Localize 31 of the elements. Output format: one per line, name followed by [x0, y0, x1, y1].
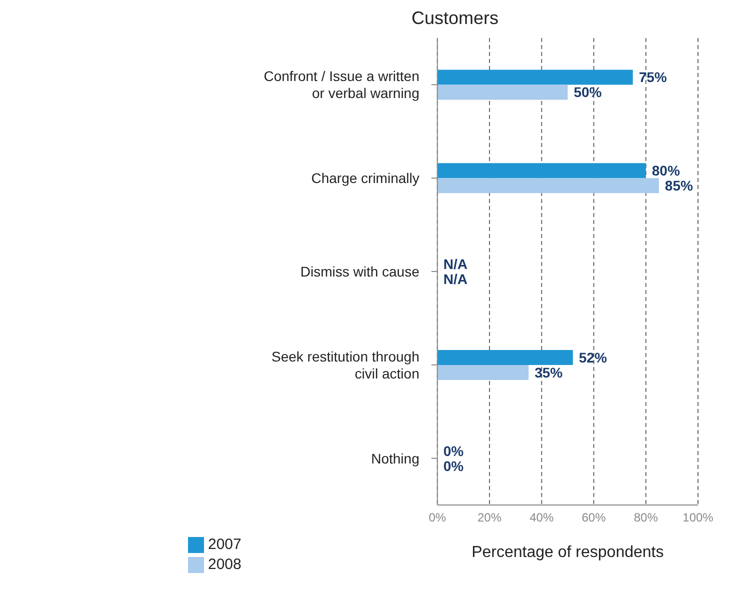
data-label: 35% — [534, 364, 564, 380]
bar — [437, 163, 646, 178]
x-tick-label: 80% — [634, 510, 658, 525]
data-label: 50% — [574, 84, 602, 100]
data-label: 80% — [652, 162, 680, 179]
text: N/A — [443, 256, 468, 272]
y-tick-label: Dismiss with cause — [300, 264, 420, 280]
bar — [437, 178, 659, 194]
text: N/A — [443, 270, 468, 287]
data-label: 0% — [443, 458, 464, 474]
data-label: 0% — [443, 442, 464, 459]
y-tick-label: Nothing — [371, 450, 420, 466]
data-label: 75% — [638, 69, 668, 86]
data-label: 85% — [664, 178, 694, 194]
y-tick-label: Confront / Issue a written or verbal warning — [264, 68, 420, 102]
legend-label: 2007 — [208, 536, 242, 553]
x-tick-label: 60% — [582, 510, 606, 525]
legend-label: 2008 — [208, 556, 242, 573]
x-tick-label: 40% — [530, 510, 554, 525]
bar — [437, 84, 568, 100]
data-label: 52% — [578, 349, 608, 366]
y-tick-label: Charge criminally — [311, 170, 420, 186]
y-tick-label: Seek restitution through civil action — [272, 348, 420, 382]
bar — [437, 70, 633, 85]
x-tick-label: 100% — [682, 510, 714, 525]
bar — [437, 350, 573, 365]
chart-title: Customers — [410, 8, 500, 30]
x-axis-title: Percentage of respondents — [472, 544, 664, 561]
bar — [437, 364, 529, 380]
x-tick-label: 0% — [428, 510, 446, 525]
x-tick-label: 20% — [477, 510, 502, 525]
